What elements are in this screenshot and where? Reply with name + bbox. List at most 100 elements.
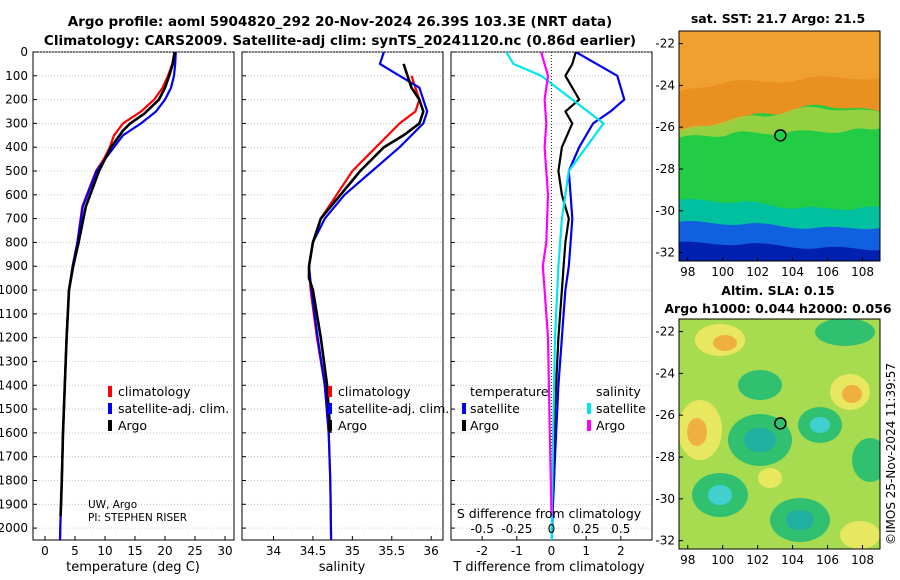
map-x-tick-label: 100 bbox=[711, 265, 734, 279]
series-line-salinity-argo bbox=[540, 52, 553, 517]
map-y-tick-label: -26 bbox=[655, 408, 675, 422]
legend-s-satellite-swatch bbox=[587, 403, 591, 414]
sla-map-axes: -22 -24 -26 -28 -30 -32 98 100 102 104 106 108 bbox=[655, 325, 874, 567]
depth-tick-label: 1300 bbox=[0, 354, 28, 368]
salinity-series-group bbox=[307, 52, 429, 540]
depth-tick-label: 1000 bbox=[0, 283, 28, 297]
map-x-tick-label: 98 bbox=[680, 553, 695, 567]
sst-map-frame bbox=[678, 30, 881, 262]
grid-lines bbox=[33, 51, 652, 540]
salinity-panel-frame bbox=[241, 51, 444, 541]
map-y-tick-label: -22 bbox=[655, 325, 675, 339]
x-tick-label: 15 bbox=[127, 544, 142, 558]
x-tick-label: 30 bbox=[217, 544, 232, 558]
legend-climatology-label: climatology bbox=[118, 384, 191, 399]
depth-tick-label: 1600 bbox=[0, 426, 28, 440]
series-line-salinity-satellite bbox=[505, 52, 605, 540]
salinity-diff-tick-label: -0.5 bbox=[470, 522, 493, 536]
x-tick-label: 34.5 bbox=[300, 544, 327, 558]
depth-tick-label: 400 bbox=[5, 140, 28, 154]
depth-tick-label: 1700 bbox=[0, 450, 28, 464]
legend-t-argo-label: Argo bbox=[470, 418, 499, 433]
map-x-tick-label: 104 bbox=[781, 265, 804, 279]
x-tick-label: -2 bbox=[476, 544, 488, 558]
legend-salinity-title: salinity bbox=[596, 384, 641, 399]
map-y-tick-label: -32 bbox=[655, 246, 675, 260]
series-line-satellite-adj-clim- bbox=[58, 52, 177, 540]
map-x-tick-label: 106 bbox=[816, 265, 839, 279]
x-tick-label: 35.5 bbox=[378, 544, 405, 558]
depth-tick-label: 1100 bbox=[0, 307, 28, 321]
x-tick-label: 25 bbox=[187, 544, 202, 558]
legend-climatology-swatch bbox=[108, 386, 112, 397]
x-tick-label: 10 bbox=[97, 544, 112, 558]
sla-low-6-core bbox=[708, 485, 732, 505]
legend-s-argo-swatch bbox=[587, 420, 591, 431]
salinity-xlabel: salinity bbox=[319, 560, 366, 575]
series-line-temperature-satellite bbox=[550, 52, 626, 540]
temperature-panel-frame bbox=[32, 51, 235, 541]
temperature-legend: climatology satellite-adj. clim. Argo bbox=[108, 384, 229, 433]
depth-tick-label: 1900 bbox=[0, 497, 28, 511]
legend-argo-label: Argo bbox=[338, 418, 367, 433]
sst-map bbox=[679, 31, 880, 261]
legend-t-satellite-label: satellite bbox=[470, 401, 520, 416]
series-line-argo bbox=[59, 52, 176, 517]
sla-low-1 bbox=[815, 319, 875, 346]
salinity-diff-tick-label: 0 bbox=[548, 522, 556, 536]
map-y-tick-label: -22 bbox=[655, 37, 675, 51]
sla-high-1-core bbox=[713, 335, 737, 351]
sst-warmest-region bbox=[679, 31, 880, 92]
sla-low-4-core bbox=[810, 417, 830, 433]
legend-s-argo-label: Argo bbox=[596, 418, 625, 433]
legend-satellite-label: satellite-adj. clim. bbox=[338, 401, 449, 416]
legend-argo-swatch bbox=[328, 420, 332, 431]
difference-legend: temperature satellite Argo salinity sate… bbox=[462, 384, 646, 433]
depth-axis: 0 100 200 300 400 500 600 700 800 900 1000 1100 1200… bbox=[0, 45, 28, 535]
sst-navy-region bbox=[679, 241, 880, 261]
map-x-tick-label: 102 bbox=[746, 553, 769, 567]
sla-map bbox=[679, 319, 880, 549]
credit-line2: PI: STEPHEN RISER bbox=[88, 512, 187, 524]
x-tick-label: 2 bbox=[617, 544, 625, 558]
sla-high-5 bbox=[758, 468, 782, 488]
depth-tick-label: 600 bbox=[5, 188, 28, 202]
credit-line1: UW, Argo bbox=[88, 499, 137, 511]
depth-tick-label: 1500 bbox=[0, 402, 28, 416]
depth-tick-label: 100 bbox=[5, 69, 28, 83]
map-x-tick-label: 108 bbox=[851, 553, 874, 567]
sla-map-frame bbox=[678, 318, 881, 550]
salinity-diff-tick-label: 0.25 bbox=[573, 522, 600, 536]
legend-satellite-label: satellite-adj. clim. bbox=[118, 401, 229, 416]
sla-high-2-core bbox=[842, 385, 862, 403]
sst-transition-band bbox=[679, 106, 880, 138]
x-tick-label: 34 bbox=[266, 544, 281, 558]
series-line-climatology bbox=[58, 52, 176, 540]
sla-float-marker bbox=[774, 417, 787, 430]
legend-argo-label: Argo bbox=[118, 418, 147, 433]
x-tick-label: 1 bbox=[582, 544, 590, 558]
series-line-satellite-adj-clim- bbox=[307, 52, 429, 540]
legend-s-satellite-label: satellite bbox=[596, 401, 646, 416]
sla-map-title-line2: Argo h1000: 0.044 h2000: 0.056 bbox=[664, 301, 892, 316]
x-tick-label: 0 bbox=[548, 544, 556, 558]
sla-low-2 bbox=[738, 370, 782, 400]
x-tick-labels: 0 5 10 15 20 25 30 34 34.5 35 35.5 36 -2 -1 0 1 2 -0.5 -0.… bbox=[41, 522, 630, 558]
x-tick-label: 0 bbox=[41, 544, 49, 558]
sst-map-axes: -22 -24 -26 -28 -30 -32 98 100 102 104 106 108 bbox=[655, 37, 874, 279]
x-tick-label: 36 bbox=[424, 544, 439, 558]
salinity-legend: climatology satellite-adj. clim. Argo bbox=[328, 384, 449, 433]
sla-low-7-core bbox=[786, 510, 814, 530]
depth-tick-label: 900 bbox=[5, 259, 28, 273]
depth-tick-label: 700 bbox=[5, 212, 28, 226]
map-y-tick-label: -26 bbox=[655, 120, 675, 134]
map-y-tick-label: -24 bbox=[655, 78, 675, 92]
map-x-tick-label: 104 bbox=[781, 553, 804, 567]
legend-satellite-swatch bbox=[328, 403, 332, 414]
map-y-tick-label: -32 bbox=[655, 534, 675, 548]
sla-high-3-core bbox=[687, 418, 707, 446]
depth-tick-label: 500 bbox=[5, 164, 28, 178]
legend-satellite-swatch bbox=[108, 403, 112, 414]
depth-tick-label: 1200 bbox=[0, 331, 28, 345]
